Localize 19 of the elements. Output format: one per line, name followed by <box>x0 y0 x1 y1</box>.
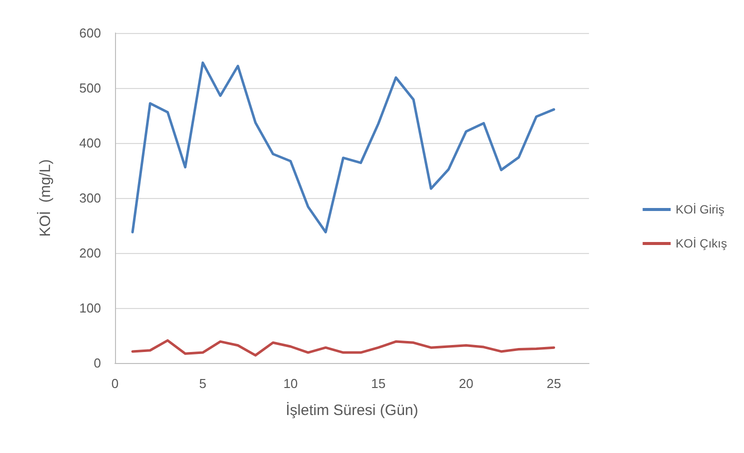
x-tick-label: 10 <box>283 376 298 391</box>
legend-label: KOİ Giriş <box>676 202 724 216</box>
x-tick-label: 15 <box>371 376 386 391</box>
y-tick-label: 100 <box>79 300 101 316</box>
y-tick-label: 300 <box>79 190 101 206</box>
y-tick-label: 200 <box>79 246 101 260</box>
line-series <box>131 339 556 357</box>
line-series <box>131 61 556 234</box>
x-tick-label: 20 <box>458 376 474 391</box>
y-tick-label: 0 <box>94 356 101 370</box>
legend-label: KOİ Çıkış <box>676 236 728 250</box>
y-tick-label: 400 <box>79 136 101 150</box>
y-tick-label: 500 <box>79 80 101 96</box>
x-tick-label: 25 <box>546 376 562 391</box>
y-tick-label: 600 <box>79 26 101 40</box>
x-axis-title: İşletim Süresi (Gün) <box>286 401 418 419</box>
x-tick-label: 5 <box>199 376 206 391</box>
y-axis-title: KOİ (mg/L) <box>36 159 54 237</box>
x-tick-label: 0 <box>111 376 119 391</box>
